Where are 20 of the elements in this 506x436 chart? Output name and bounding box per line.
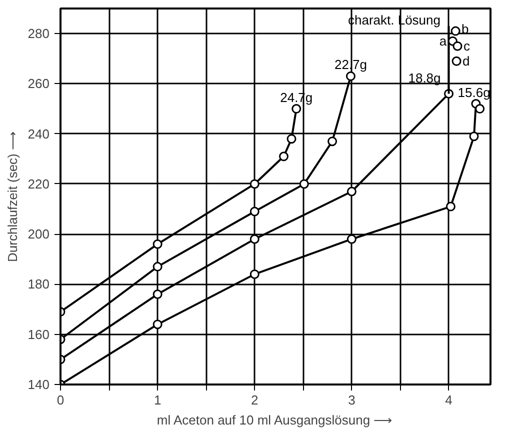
y-tick-label: 140 bbox=[28, 377, 50, 392]
y-tick-label: 200 bbox=[28, 226, 50, 242]
y-tick-label: 180 bbox=[28, 276, 50, 292]
y-tick-label: 280 bbox=[28, 26, 50, 42]
series-label: 18.8g bbox=[408, 70, 441, 86]
x-tick-label: 0 bbox=[56, 392, 64, 408]
y-tick-label: 220 bbox=[28, 176, 50, 192]
data-label: c bbox=[464, 38, 470, 54]
y-tick-label: 260 bbox=[28, 76, 50, 92]
y-axis-title: Durchlaufzeit (sec) ⟶ bbox=[4, 131, 20, 262]
x-axis-title: ml Aceton auf 10 ml Ausgangslösung ⟶ bbox=[156, 412, 393, 428]
y-tick-label: 160 bbox=[28, 326, 50, 342]
data-label: d bbox=[462, 54, 470, 69]
x-tick-label: 1 bbox=[154, 392, 162, 408]
x-tick-label: 3 bbox=[348, 392, 356, 408]
data-label: a bbox=[439, 34, 448, 49]
y-tick-label: 240 bbox=[28, 126, 50, 142]
series-label: 15.6g bbox=[458, 84, 490, 100]
x-tick-label: 2 bbox=[251, 392, 258, 408]
x-tick-label: 4 bbox=[445, 392, 452, 408]
